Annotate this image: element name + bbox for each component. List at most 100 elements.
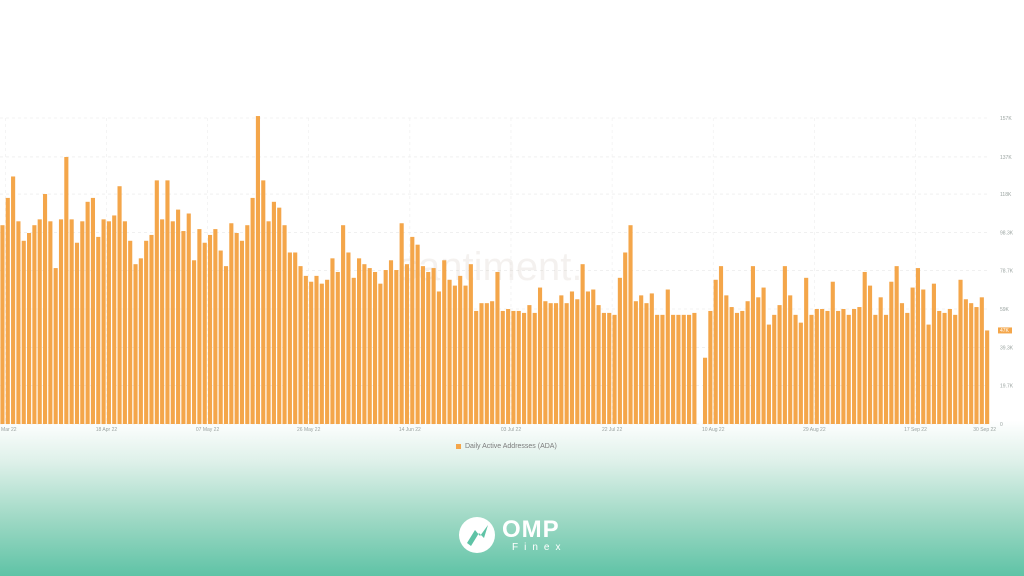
bar[interactable] (841, 309, 846, 424)
bar[interactable] (117, 186, 122, 424)
bar[interactable] (873, 314, 878, 424)
bar[interactable] (341, 225, 346, 424)
bar[interactable] (207, 234, 213, 424)
bar[interactable] (713, 279, 718, 424)
bar[interactable] (623, 252, 628, 424)
bar[interactable] (11, 176, 16, 424)
bar[interactable] (58, 219, 64, 424)
bar[interactable] (979, 297, 984, 424)
bar[interactable] (490, 301, 495, 424)
bar[interactable] (149, 234, 154, 424)
bar[interactable] (213, 229, 218, 424)
bar[interactable] (378, 283, 383, 424)
bar[interactable] (724, 295, 729, 424)
bar[interactable] (777, 305, 782, 424)
bar[interactable] (729, 307, 734, 424)
bar[interactable] (633, 301, 638, 424)
bar[interactable] (612, 314, 617, 424)
bar[interactable] (388, 260, 394, 424)
bar[interactable] (511, 310, 516, 424)
bar[interactable] (80, 221, 85, 424)
bar[interactable] (192, 260, 197, 424)
bar[interactable] (362, 264, 367, 424)
bar[interactable] (506, 309, 511, 424)
bar[interactable] (27, 232, 32, 424)
bar[interactable] (500, 310, 505, 424)
bar[interactable] (122, 221, 127, 424)
bar[interactable] (5, 197, 10, 424)
bar[interactable] (527, 305, 532, 424)
bar[interactable] (160, 219, 165, 424)
bar[interactable] (894, 266, 899, 424)
bar[interactable] (0, 225, 5, 424)
bar[interactable] (516, 310, 521, 424)
bar[interactable] (537, 287, 543, 424)
bar[interactable] (255, 116, 261, 424)
bar[interactable] (820, 309, 825, 424)
bar[interactable] (905, 312, 910, 424)
bar[interactable] (942, 312, 947, 424)
bar[interactable] (804, 277, 809, 424)
bar[interactable] (958, 279, 963, 424)
bar[interactable] (351, 277, 356, 424)
bar[interactable] (596, 305, 601, 424)
bar[interactable] (415, 244, 420, 424)
bar[interactable] (740, 310, 745, 424)
bar[interactable] (915, 268, 921, 424)
bar[interactable] (154, 180, 159, 424)
bar[interactable] (937, 310, 942, 424)
bar[interactable] (985, 330, 990, 424)
bar[interactable] (788, 295, 793, 424)
bar[interactable] (591, 289, 596, 424)
bar[interactable] (931, 283, 936, 424)
bar[interactable] (671, 314, 676, 424)
bar[interactable] (766, 324, 771, 424)
bar[interactable] (468, 264, 473, 424)
bar[interactable] (660, 314, 665, 424)
bar[interactable] (852, 309, 857, 424)
bar[interactable] (218, 250, 223, 424)
bar[interactable] (447, 279, 452, 424)
bar[interactable] (862, 271, 867, 424)
bar[interactable] (479, 303, 484, 424)
bar[interactable] (883, 314, 889, 424)
bar[interactable] (181, 231, 186, 424)
bar[interactable] (133, 264, 138, 424)
bar[interactable] (335, 271, 340, 424)
bar[interactable] (170, 221, 175, 424)
bar[interactable] (202, 242, 207, 424)
bar[interactable] (543, 301, 548, 424)
bar[interactable] (809, 314, 814, 424)
bar[interactable] (452, 285, 457, 424)
bar[interactable] (399, 223, 404, 424)
bar[interactable] (575, 299, 580, 424)
bar[interactable] (889, 281, 894, 424)
bar[interactable] (899, 303, 905, 424)
bar[interactable] (607, 312, 612, 424)
bar[interactable] (484, 303, 489, 424)
bar[interactable] (32, 225, 37, 424)
bar[interactable] (878, 297, 883, 424)
bar[interactable] (585, 291, 591, 424)
bar[interactable] (420, 266, 426, 424)
bar[interactable] (357, 258, 362, 424)
bar[interactable] (782, 266, 787, 424)
bar[interactable] (947, 309, 952, 424)
bar[interactable] (548, 303, 553, 424)
bar[interactable] (330, 258, 335, 424)
bar[interactable] (431, 268, 436, 424)
bar[interactable] (197, 229, 202, 424)
bar[interactable] (734, 312, 740, 424)
bar[interactable] (53, 268, 58, 424)
bar[interactable] (761, 287, 766, 424)
bar[interactable] (793, 314, 798, 424)
bar[interactable] (85, 201, 90, 424)
bar[interactable] (857, 307, 862, 424)
bar[interactable] (410, 236, 415, 424)
bar[interactable] (564, 303, 569, 424)
bar[interactable] (138, 258, 143, 424)
bar[interactable] (756, 297, 761, 424)
bar[interactable] (910, 287, 915, 424)
bar[interactable] (250, 197, 255, 424)
bar[interactable] (303, 275, 308, 424)
